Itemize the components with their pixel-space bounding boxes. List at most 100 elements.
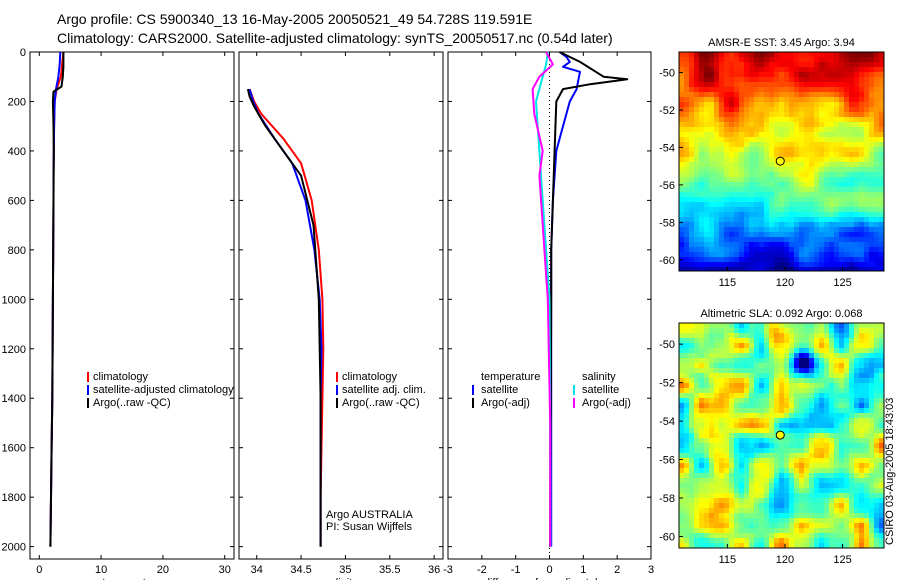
map-cell <box>709 533 715 539</box>
map-cell <box>759 433 765 439</box>
map-cell <box>834 217 840 223</box>
map-cell <box>864 538 870 544</box>
map-cell <box>729 488 735 494</box>
map-cell <box>684 92 690 98</box>
map-cell <box>794 157 800 163</box>
map-cell <box>814 137 820 143</box>
map-cell <box>869 438 875 444</box>
map-cell <box>764 523 770 529</box>
map-y-tick-label: -58 <box>659 217 675 229</box>
map-cell <box>834 423 840 429</box>
map-cell <box>799 413 805 419</box>
map-cell <box>759 508 765 514</box>
map-cell <box>759 197 765 203</box>
map-cell <box>854 358 860 364</box>
map-cell <box>799 247 805 253</box>
map-cell <box>819 488 825 494</box>
map-cell <box>834 448 840 454</box>
map-cell <box>704 388 710 394</box>
map-cell <box>869 232 875 238</box>
map-cell <box>759 52 765 58</box>
map-cell <box>834 353 840 359</box>
map-cell <box>704 488 710 494</box>
map-cell <box>744 222 750 228</box>
map-cell <box>734 453 740 459</box>
map-cell <box>854 182 860 188</box>
map-cell <box>679 388 685 394</box>
map-cell <box>764 538 770 544</box>
map-cell <box>769 388 775 394</box>
map-cell <box>739 77 745 83</box>
map-cell <box>789 493 795 499</box>
map-cell <box>749 348 755 354</box>
map-cell <box>679 448 685 454</box>
map-cell <box>804 127 810 133</box>
map-cell <box>839 453 845 459</box>
map-cell <box>874 82 880 88</box>
map-cell <box>749 458 755 464</box>
map-cell <box>874 433 880 439</box>
map-cell <box>734 97 740 103</box>
map-cell <box>839 197 845 203</box>
map-cell <box>789 72 795 78</box>
map-cell <box>754 493 760 499</box>
map-cell <box>834 102 840 108</box>
map-cell <box>864 498 870 504</box>
map-cell <box>764 172 770 178</box>
map-cell <box>809 393 815 399</box>
map-cell <box>754 378 760 384</box>
map-cell <box>719 498 725 504</box>
map-cell <box>729 137 735 143</box>
map-cell <box>729 373 735 379</box>
map-cell <box>779 122 785 128</box>
map-cell <box>819 177 825 183</box>
map-cell <box>734 388 740 394</box>
map-cell <box>779 343 785 349</box>
map-cell <box>714 182 720 188</box>
map-cell <box>769 242 775 248</box>
map-cell <box>684 493 690 499</box>
map-cell <box>864 177 870 183</box>
map-cell <box>869 448 875 454</box>
map-cell <box>759 212 765 218</box>
map-cell <box>824 57 830 63</box>
map-cell <box>784 423 790 429</box>
map-cell <box>819 403 825 409</box>
map-cell <box>874 353 880 359</box>
map-cell <box>869 182 875 188</box>
map-cell <box>769 358 775 364</box>
map-cell <box>759 267 765 273</box>
map-cell <box>749 237 755 243</box>
map-cell <box>784 177 790 183</box>
y-tick-label: 2000 <box>2 542 26 554</box>
map-cell <box>789 252 795 258</box>
map-cell <box>839 363 845 369</box>
map-cell <box>749 127 755 133</box>
map-cell <box>829 237 835 243</box>
map-cell <box>714 232 720 238</box>
map-cell <box>769 433 775 439</box>
map-cell <box>709 503 715 509</box>
map-cell <box>764 162 770 168</box>
map-cell <box>839 393 845 399</box>
map-cell <box>719 87 725 93</box>
map-cell <box>839 217 845 223</box>
map-cell <box>739 97 745 103</box>
map-cell <box>734 338 740 344</box>
map-cell <box>829 413 835 419</box>
map-cell <box>834 107 840 113</box>
map-cell <box>814 518 820 524</box>
map-cell <box>819 473 825 479</box>
map-cell <box>779 142 785 148</box>
map-cell <box>854 197 860 203</box>
map-cell <box>724 488 730 494</box>
map-cell <box>764 413 770 419</box>
map-cell <box>709 157 715 163</box>
map-cell <box>819 242 825 248</box>
map-cell <box>794 182 800 188</box>
map-cell <box>719 458 725 464</box>
map-cell <box>799 418 805 424</box>
map-cell <box>784 127 790 133</box>
map-cell <box>764 257 770 263</box>
map-cell <box>719 493 725 499</box>
